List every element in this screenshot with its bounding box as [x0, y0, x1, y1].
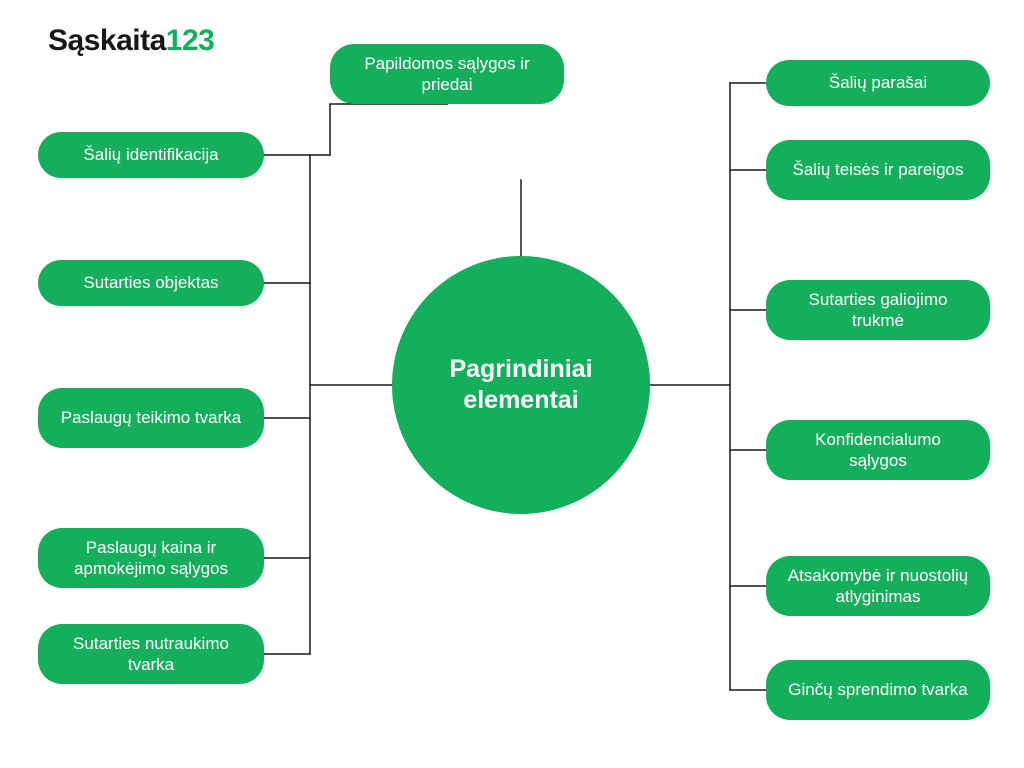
node-label: Paslaugų teikimo tvarka — [61, 407, 241, 428]
node-saliu-parasai: Šalių parašai — [766, 60, 990, 106]
diagram-stage: { "diagram": { "type": "mindmap", "backg… — [0, 0, 1024, 768]
node-label: Konfidencialumo sąlygos — [784, 429, 972, 472]
node-sutarties-galiojimo-trukme: Sutarties galiojimo trukmė — [766, 280, 990, 340]
brand-logo: Sąskaita123 — [48, 24, 214, 58]
node-label: Šalių identifikacija — [83, 144, 218, 165]
node-gincu-sprendimo-tvarka: Ginčų sprendimo tvarka — [766, 660, 990, 720]
node-label: Paslaugų kaina ir apmokėjimo sąlygos — [56, 537, 246, 580]
node-sutarties-nutraukimo-tvarka: Sutarties nutraukimo tvarka — [38, 624, 264, 684]
node-papildomos-salygos: Papildomos sąlygos ir priedai — [330, 44, 564, 104]
node-saliu-teises-ir-pareigos: Šalių teisės ir pareigos — [766, 140, 990, 200]
node-atsakomybe: Atsakomybė ir nuostolių atlyginimas — [766, 556, 990, 616]
node-label: Šalių parašai — [829, 72, 927, 93]
node-label: Atsakomybė ir nuostolių atlyginimas — [784, 565, 972, 608]
node-paslaugu-teikimo-tvarka: Paslaugų teikimo tvarka — [38, 388, 264, 448]
node-label: Papildomos sąlygos ir priedai — [348, 53, 546, 96]
node-label: Sutarties objektas — [83, 272, 218, 293]
node-saliu-identifikacija: Šalių identifikacija — [38, 132, 264, 178]
node-label: Ginčų sprendimo tvarka — [788, 679, 968, 700]
node-label: Sutarties galiojimo trukmė — [784, 289, 972, 332]
node-konfidencialumo-salygos: Konfidencialumo sąlygos — [766, 420, 990, 480]
center-topic: Pagrindiniai elementai — [392, 256, 650, 514]
brand-logo-number: 123 — [166, 24, 215, 57]
node-sutarties-objektas: Sutarties objektas — [38, 260, 264, 306]
node-paslaugu-kaina: Paslaugų kaina ir apmokėjimo sąlygos — [38, 528, 264, 588]
brand-logo-word: Sąskaita — [48, 24, 166, 57]
node-label: Šalių teisės ir pareigos — [792, 159, 963, 180]
center-topic-label: Pagrindiniai elementai — [402, 354, 640, 417]
node-label: Sutarties nutraukimo tvarka — [56, 633, 246, 676]
